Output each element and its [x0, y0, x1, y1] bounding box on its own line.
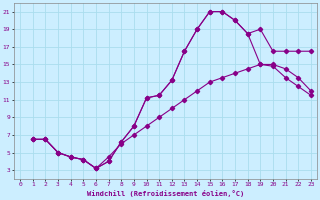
X-axis label: Windchill (Refroidissement éolien,°C): Windchill (Refroidissement éolien,°C) — [87, 190, 244, 197]
